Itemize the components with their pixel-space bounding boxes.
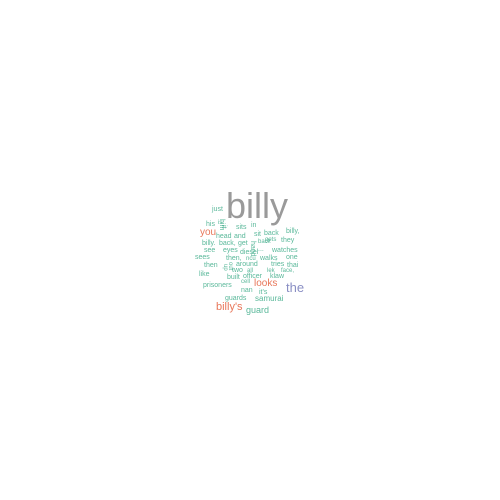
cloud-word: gets [265, 237, 276, 243]
cloud-word: face, [281, 268, 294, 274]
cloud-word: nan [241, 287, 253, 294]
cloud-word: they [281, 237, 295, 244]
cloud-word: billy, [286, 228, 300, 235]
cloud-word: cell [241, 279, 250, 285]
cloud-word: him [218, 219, 225, 230]
cloud-word: his [206, 221, 215, 228]
cloud-word: watches [271, 247, 298, 254]
cloud-word: billy [226, 185, 288, 226]
cloud-word: guards [225, 295, 247, 302]
cloud-word: then, [226, 255, 242, 262]
cloud-word: two [232, 267, 243, 274]
cloud-word: tries [271, 261, 285, 268]
cloud-word: billy's [216, 301, 243, 313]
cloud-word: back, [219, 240, 236, 247]
cloud-word: is [218, 220, 222, 226]
cloud-word: billy. [202, 240, 216, 247]
cloud-word: you [200, 227, 216, 238]
cloud-word: it's [259, 289, 268, 296]
cloud-word: all [247, 268, 253, 274]
cloud-word: back [264, 230, 279, 237]
cloud-word: built [227, 274, 240, 281]
cloud-word: up [222, 264, 228, 271]
cloud-word: looks [254, 278, 277, 289]
cloud-word: eyes [223, 247, 238, 254]
cloud-word: sits [236, 224, 247, 231]
cloud-word: ncu [246, 256, 256, 262]
cloud-word: diesel [240, 249, 259, 256]
cloud-word: around [236, 261, 258, 268]
cloud-word: sit [254, 231, 261, 238]
cloud-word: just [211, 206, 223, 213]
cloud-word: head [216, 233, 232, 240]
cloud-word: samurai [255, 294, 284, 303]
cloud-word: klaw [270, 273, 285, 280]
cloud-word: walks [259, 255, 278, 262]
cloud-word: sees [195, 254, 210, 261]
cloud-word: prisoners [203, 282, 232, 289]
cloud-word: hand [249, 241, 256, 257]
cloud-word: get [238, 240, 248, 247]
cloud-word: the [286, 280, 304, 295]
cloud-word: guard [246, 305, 269, 315]
cloud-word: it [220, 225, 227, 229]
cloud-word: like [199, 271, 210, 278]
cloud-word: ... [258, 246, 264, 253]
cloud-word: then [204, 262, 218, 269]
cloud-word: back [258, 239, 272, 245]
cloud-word: in [251, 222, 257, 229]
cloud-word: thai [287, 262, 299, 269]
cloud-word: lek [267, 268, 276, 274]
cloud-word: see [204, 247, 215, 254]
cloud-word: officer [243, 273, 263, 280]
cloud-word: out [227, 262, 233, 271]
cloud-word: one [286, 254, 298, 261]
cloud-word: and [234, 233, 246, 240]
